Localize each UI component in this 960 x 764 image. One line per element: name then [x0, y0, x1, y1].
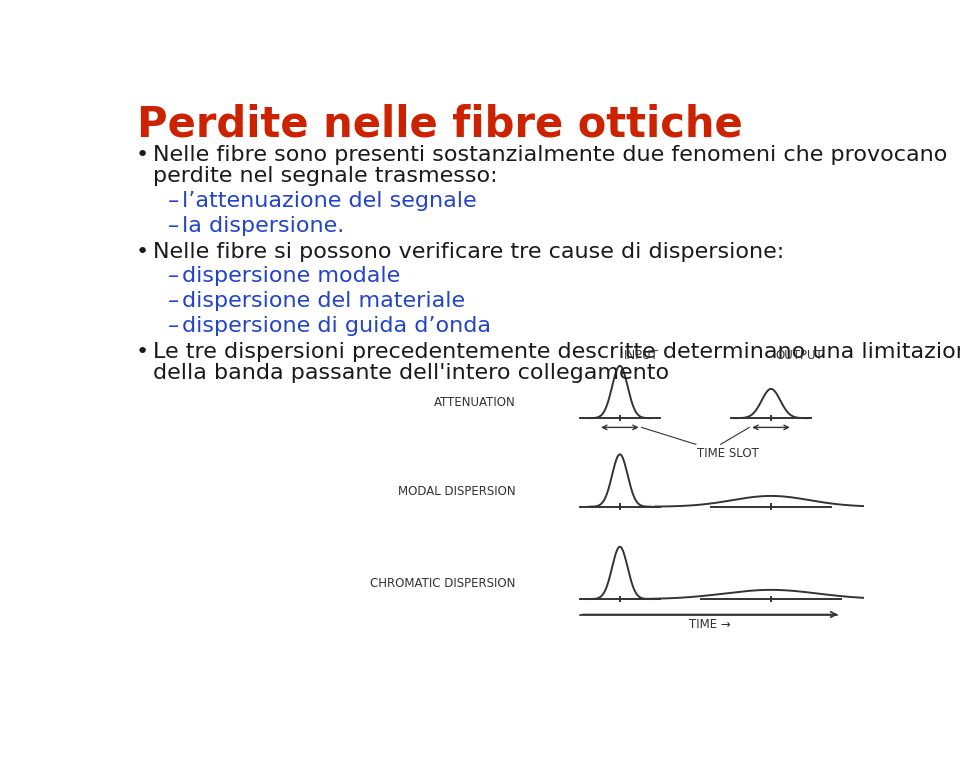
Text: CHROMATIC DISPERSION: CHROMATIC DISPERSION — [370, 578, 516, 591]
Text: OUTPUT: OUTPUT — [775, 349, 823, 362]
Text: •: • — [135, 342, 149, 362]
Text: –: – — [168, 215, 180, 235]
Text: l’attenuazione del segnale: l’attenuazione del segnale — [182, 191, 476, 211]
Text: dispersione modale: dispersione modale — [182, 267, 400, 286]
Text: –: – — [168, 267, 180, 286]
Text: della banda passante dell'intero collegamento: della banda passante dell'intero collega… — [153, 364, 669, 384]
Text: MODAL DISPERSION: MODAL DISPERSION — [397, 485, 516, 498]
Text: –: – — [168, 291, 180, 311]
Text: ATTENUATION: ATTENUATION — [434, 397, 516, 410]
Text: Nelle fibre sono presenti sostanzialmente due fenomeni che provocano: Nelle fibre sono presenti sostanzialment… — [153, 145, 947, 165]
Text: Nelle fibre si possono verificare tre cause di dispersione:: Nelle fibre si possono verificare tre ca… — [153, 242, 783, 262]
Text: TIME →: TIME → — [689, 617, 731, 630]
Text: •: • — [135, 145, 149, 165]
Text: dispersione di guida d’onda: dispersione di guida d’onda — [182, 316, 491, 335]
Text: –: – — [168, 191, 180, 211]
Text: •: • — [135, 242, 149, 262]
Text: dispersione del materiale: dispersione del materiale — [182, 291, 466, 311]
Text: TIME SLOT: TIME SLOT — [697, 448, 759, 461]
Text: –: – — [168, 316, 180, 335]
Text: Perdite nelle fibre ottiche: Perdite nelle fibre ottiche — [137, 104, 743, 146]
Text: la dispersione.: la dispersione. — [182, 215, 345, 235]
Text: Le tre dispersioni precedentemente descritte determinano una limitazione: Le tre dispersioni precedentemente descr… — [153, 342, 960, 362]
Text: perdite nel segnale trasmesso:: perdite nel segnale trasmesso: — [153, 167, 497, 186]
Text: INPUT: INPUT — [624, 349, 659, 362]
